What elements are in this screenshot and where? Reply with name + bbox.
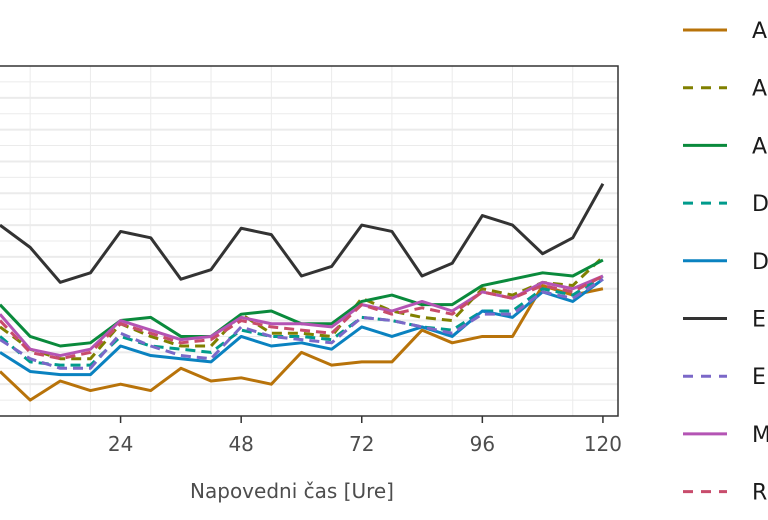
series-line-6-e bbox=[0, 182, 605, 284]
x-axis: 24 48 72 96 120 bbox=[108, 416, 622, 456]
legend-label-9: R bbox=[752, 481, 767, 506]
x-tick-label: 72 bbox=[349, 432, 374, 456]
legend-label-8: M bbox=[752, 423, 768, 448]
plot-border bbox=[0, 65, 619, 417]
x-tick-label: 48 bbox=[228, 432, 253, 456]
legend-label-7: E bbox=[752, 365, 766, 390]
legend-label-6: E bbox=[752, 308, 766, 333]
x-tick-label: 96 bbox=[470, 432, 495, 456]
legend-label-1: A bbox=[752, 19, 767, 44]
legend: A A A D D E E M R bbox=[683, 19, 768, 506]
legend-label-4: D bbox=[752, 192, 768, 217]
legend-label-3: A bbox=[752, 134, 767, 159]
series-line-1-a bbox=[0, 284, 604, 402]
series-lines bbox=[0, 182, 605, 402]
x-tick-label: 120 bbox=[584, 432, 622, 456]
legend-label-5: D bbox=[752, 250, 768, 275]
series-line-7-e bbox=[0, 277, 604, 370]
legend-label-2: A bbox=[752, 77, 767, 102]
x-axis-title: Napovedni čas [Ure] bbox=[190, 479, 394, 503]
series-line-2-a bbox=[0, 255, 604, 361]
x-tick-label: 24 bbox=[108, 432, 133, 456]
grid bbox=[0, 66, 618, 416]
series-line-9-r bbox=[0, 274, 604, 361]
